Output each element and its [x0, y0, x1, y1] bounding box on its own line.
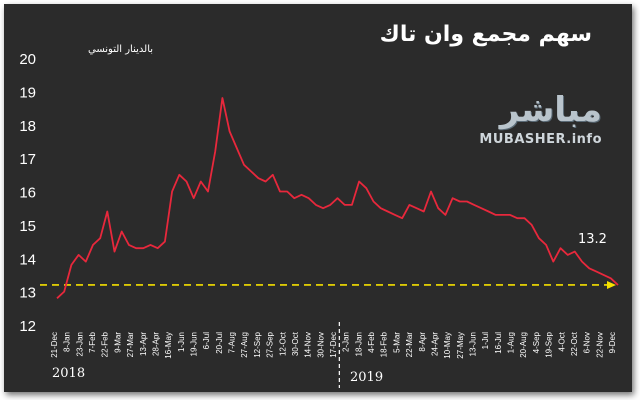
y-tick-label: 14 — [19, 251, 36, 268]
x-tick-label: 6-Nov — [583, 332, 592, 353]
x-tick-label: 22-Mar — [405, 332, 414, 358]
year-label-2018: 2018 — [52, 366, 86, 381]
x-tick-label: 13-Apr — [139, 332, 148, 356]
x-tick-label: 4-Oct — [557, 331, 566, 351]
x-tick-label: 16-May — [164, 332, 173, 359]
x-tick-label: 20-Aug — [519, 332, 528, 358]
chart-title: سهم مجمع وان تاك — [379, 22, 592, 47]
reference-line-arrow-icon — [607, 280, 616, 289]
x-tick-label: 27-Mar — [126, 332, 135, 358]
x-tick-label: 18-Feb — [380, 331, 389, 357]
x-tick-label: 4-Feb — [367, 331, 376, 352]
y-tick-label: 12 — [19, 318, 36, 335]
x-tick-label: 20-Jul — [215, 332, 224, 354]
x-tick-label: 9-Dec — [608, 332, 617, 353]
x-tick-label: 1-Aug — [507, 332, 516, 353]
line-chart: 12 13 14 15 16 17 18 19 20 21-Dec 8-Jan 23-Jan 7-Fe… — [19, 51, 619, 388]
price-series-line — [56, 97, 619, 299]
x-tick-label: 2-Jan — [342, 332, 351, 352]
x-tick-label: 19-Jun — [190, 332, 199, 356]
x-tick-label: 13-Jun — [469, 332, 478, 356]
x-tick-label: 1-Jul — [481, 332, 490, 350]
x-tick-label: 23-Jan — [75, 332, 84, 356]
x-tick-label: 1-Jun — [177, 332, 186, 352]
year-label-2019: 2019 — [350, 370, 384, 385]
x-tick-label: 14-Nov — [304, 332, 313, 358]
x-tick-label: 10-May — [443, 332, 452, 359]
x-tick-label: 4-Sep — [532, 331, 541, 353]
x-tick-label: 12-Oct — [278, 331, 287, 356]
x-tick-label: 12-Sep — [253, 331, 262, 357]
x-tick-label: 9-Mar — [113, 332, 122, 353]
logo-arabic-text: مباشر — [499, 90, 602, 130]
y-tick-label: 20 — [19, 51, 36, 68]
x-tick-label: 27-Aug — [240, 332, 249, 358]
x-tick-label: 21-Dec — [50, 332, 59, 358]
y-axis-unit-label: بالدينار التونسي — [88, 44, 154, 55]
last-value-label: 13.2 — [578, 232, 607, 247]
x-tick-label: 5-Mar — [392, 332, 401, 353]
x-tick-label: 16-Jul — [494, 332, 503, 354]
x-tick-label: 22-Nov — [595, 332, 604, 358]
x-tick-label: 30-Nov — [316, 332, 325, 358]
y-tick-label: 19 — [19, 84, 36, 101]
y-tick-label: 18 — [19, 118, 36, 135]
x-tick-label: 22-Feb — [101, 331, 110, 357]
x-tick-label: 7-Feb — [88, 331, 97, 352]
y-tick-label: 13 — [19, 285, 36, 302]
x-tick-label: 24-Apr — [430, 332, 439, 356]
y-tick-label: 17 — [19, 151, 36, 168]
x-tick-label: 27-Sep — [266, 331, 275, 357]
mubasher-logo: مباشر MUBASHER.info — [444, 90, 602, 156]
x-tick-label: 19-Sep — [545, 331, 554, 357]
x-tick-label: 28-Apr — [151, 332, 160, 356]
x-tick-label: 18-Jan — [354, 332, 363, 356]
x-tick-label: 30-Oct — [291, 331, 300, 356]
logo-latin-text: MUBASHER.info — [479, 132, 602, 147]
x-tick-label: 22-Oct — [570, 331, 579, 356]
y-tick-label: 16 — [19, 185, 36, 202]
x-tick-label: 27-May — [456, 332, 465, 359]
x-tick-label: 7-Aug — [228, 332, 237, 353]
x-tick-label: 8-Apr — [418, 332, 427, 352]
y-tick-label: 15 — [19, 218, 36, 235]
chart-frame: 12 13 14 15 16 17 18 19 20 21-Dec 8-Jan 23-Jan 7-Fe… — [4, 4, 632, 392]
x-tick-label: 6-Jul — [202, 332, 211, 350]
x-tick-label: 17-Dec — [329, 332, 338, 358]
x-tick-label: 8-Jan — [63, 332, 72, 352]
